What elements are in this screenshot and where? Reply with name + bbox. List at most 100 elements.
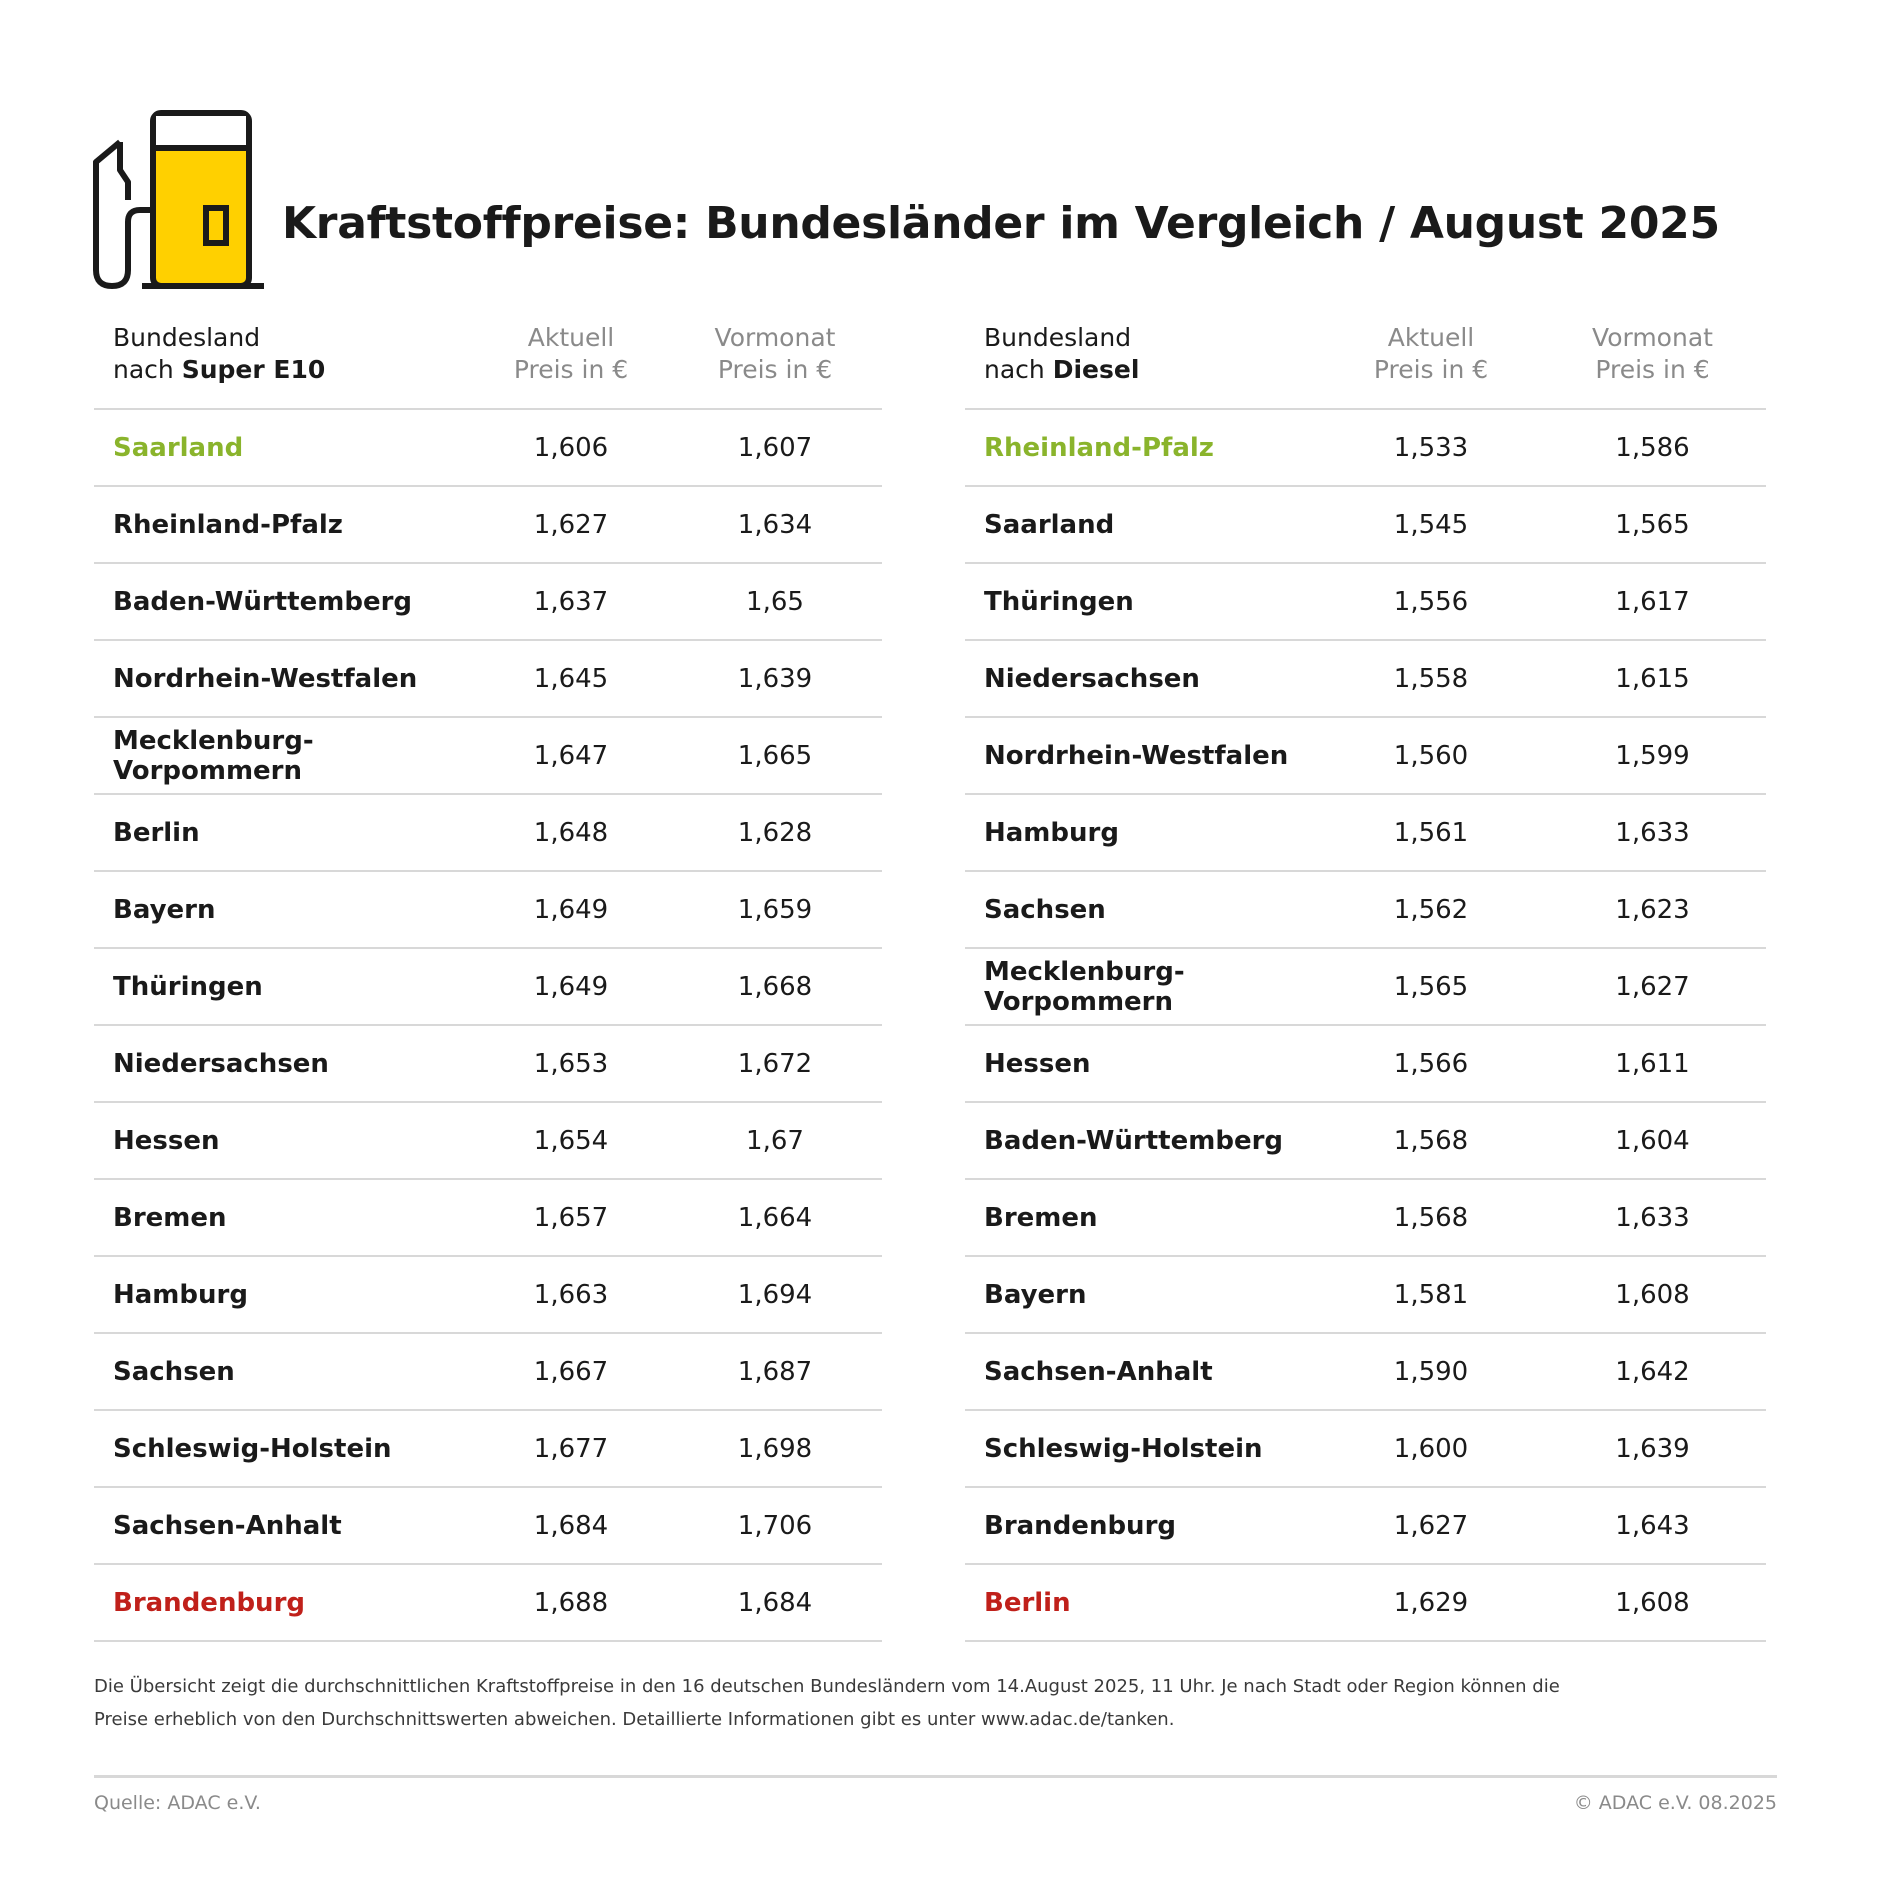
vormonat-price-cell: 1,633 xyxy=(1539,1179,1766,1257)
aktuell-price-cell: 1,648 xyxy=(474,794,668,872)
table-row: Brandenburg 1,688 1,684 xyxy=(94,1564,882,1642)
region-cell: Hamburg xyxy=(965,794,1323,872)
aktuell-price-cell: 1,654 xyxy=(474,1102,668,1180)
vormonat-price-cell: 1,65 xyxy=(668,563,882,641)
table-row: Schleswig-Holstein 1,600 1,639 xyxy=(965,1410,1766,1488)
table-row: Sachsen 1,562 1,623 xyxy=(965,871,1766,949)
region-cell: Saarland xyxy=(94,409,474,487)
vormonat-price-cell: 1,698 xyxy=(668,1410,882,1488)
aktuell-price-cell: 1,629 xyxy=(1323,1564,1539,1642)
aktuell-price-cell: 1,684 xyxy=(474,1487,668,1565)
region-cell: Schleswig-Holstein xyxy=(94,1410,474,1488)
region-cell: Rheinland-Pfalz xyxy=(965,409,1323,487)
aktuell-price-cell: 1,561 xyxy=(1323,794,1539,872)
region-cell: Mecklenburg-Vorpommern xyxy=(965,948,1323,1026)
table-row: Saarland 1,545 1,565 xyxy=(965,486,1766,564)
copyright-label: © ADAC e.V. 08.2025 xyxy=(1573,1792,1777,1814)
aktuell-price-cell: 1,667 xyxy=(474,1333,668,1411)
table-row: Niedersachsen 1,558 1,615 xyxy=(965,640,1766,718)
table-row: Bremen 1,657 1,664 xyxy=(94,1179,882,1257)
table-row: Nordrhein-Westfalen 1,645 1,639 xyxy=(94,640,882,718)
region-cell: Sachsen-Anhalt xyxy=(965,1333,1323,1411)
table-header-row: Bundesland nach Diesel Aktuell Preis in € … xyxy=(965,322,1766,410)
table-row: Brandenburg 1,627 1,643 xyxy=(965,1487,1766,1565)
region-column-header: Bundesland nach Super E10 xyxy=(94,322,474,410)
table-row: Sachsen-Anhalt 1,590 1,642 xyxy=(965,1333,1766,1411)
vormonat-price-cell: 1,623 xyxy=(1539,871,1766,949)
aktuell-price-cell: 1,606 xyxy=(474,409,668,487)
aktuell-price-cell: 1,600 xyxy=(1323,1410,1539,1488)
divider xyxy=(94,1775,1777,1778)
table-row: Baden-Württemberg 1,637 1,65 xyxy=(94,563,882,641)
aktuell-price-cell: 1,677 xyxy=(474,1410,668,1488)
region-cell: Bayern xyxy=(965,1256,1323,1334)
vormonat-price-cell: 1,672 xyxy=(668,1025,882,1103)
region-cell: Hamburg xyxy=(94,1256,474,1334)
vormonat-price-cell: 1,627 xyxy=(1539,948,1766,1026)
aktuell-price-cell: 1,637 xyxy=(474,563,668,641)
region-cell: Thüringen xyxy=(94,948,474,1026)
source-label: Quelle: ADAC e.V. xyxy=(94,1792,261,1814)
vormonat-column-header: Vormonat Preis in € xyxy=(668,322,882,410)
aktuell-price-cell: 1,562 xyxy=(1323,871,1539,949)
region-cell: Hessen xyxy=(94,1102,474,1180)
vormonat-price-cell: 1,607 xyxy=(668,409,882,487)
aktuell-price-cell: 1,558 xyxy=(1323,640,1539,718)
region-cell: Niedersachsen xyxy=(965,640,1323,718)
region-cell: Baden-Württemberg xyxy=(94,563,474,641)
aktuell-price-cell: 1,545 xyxy=(1323,486,1539,564)
aktuell-price-cell: 1,560 xyxy=(1323,717,1539,795)
region-cell: Saarland xyxy=(965,486,1323,564)
table-row: Schleswig-Holstein 1,677 1,698 xyxy=(94,1410,882,1488)
vormonat-price-cell: 1,639 xyxy=(668,640,882,718)
aktuell-column-header: Aktuell Preis in € xyxy=(1323,322,1539,410)
fuel-pump-icon xyxy=(93,110,264,289)
aktuell-price-cell: 1,647 xyxy=(474,717,668,795)
table-row: Berlin 1,648 1,628 xyxy=(94,794,882,872)
region-cell: Mecklenburg-Vorpommern xyxy=(94,717,474,795)
table-row: Hessen 1,566 1,611 xyxy=(965,1025,1766,1103)
vormonat-price-cell: 1,617 xyxy=(1539,563,1766,641)
vormonat-price-cell: 1,639 xyxy=(1539,1410,1766,1488)
vormonat-price-cell: 1,565 xyxy=(1539,486,1766,564)
table-row: Bayern 1,649 1,659 xyxy=(94,871,882,949)
aktuell-price-cell: 1,657 xyxy=(474,1179,668,1257)
region-cell: Berlin xyxy=(965,1564,1323,1642)
vormonat-price-cell: 1,659 xyxy=(668,871,882,949)
region-cell: Nordrhein-Westfalen xyxy=(94,640,474,718)
vormonat-price-cell: 1,608 xyxy=(1539,1256,1766,1334)
table-header-row: Bundesland nach Super E10 Aktuell Preis in… xyxy=(94,322,882,410)
vormonat-price-cell: 1,664 xyxy=(668,1179,882,1257)
footnote-line: Die Übersicht zeigt die durchschnittlich… xyxy=(94,1676,1560,1697)
aktuell-price-cell: 1,627 xyxy=(474,486,668,564)
table-row: Hamburg 1,663 1,694 xyxy=(94,1256,882,1334)
table-row: Thüringen 1,649 1,668 xyxy=(94,948,882,1026)
region-cell: Sachsen-Anhalt xyxy=(94,1487,474,1565)
vormonat-price-cell: 1,611 xyxy=(1539,1025,1766,1103)
vormonat-price-cell: 1,706 xyxy=(668,1487,882,1565)
table-row: Rheinland-Pfalz 1,627 1,634 xyxy=(94,486,882,564)
aktuell-price-cell: 1,581 xyxy=(1323,1256,1539,1334)
footnote: Die Übersicht zeigt die durchschnittlich… xyxy=(94,1670,1794,1736)
aktuell-price-cell: 1,649 xyxy=(474,871,668,949)
vormonat-price-cell: 1,586 xyxy=(1539,409,1766,487)
aktuell-price-cell: 1,663 xyxy=(474,1256,668,1334)
vormonat-price-cell: 1,67 xyxy=(668,1102,882,1180)
region-cell: Brandenburg xyxy=(94,1564,474,1642)
vormonat-price-cell: 1,668 xyxy=(668,948,882,1026)
region-cell: Brandenburg xyxy=(965,1487,1323,1565)
vormonat-price-cell: 1,642 xyxy=(1539,1333,1766,1411)
aktuell-price-cell: 1,568 xyxy=(1323,1102,1539,1180)
vormonat-price-cell: 1,599 xyxy=(1539,717,1766,795)
diesel-table: Bundesland nach Diesel Aktuell Preis in € … xyxy=(965,322,1766,1642)
vormonat-price-cell: 1,665 xyxy=(668,717,882,795)
aktuell-price-cell: 1,627 xyxy=(1323,1487,1539,1565)
vormonat-price-cell: 1,628 xyxy=(668,794,882,872)
page-title: Kraftstoffpreise: Bundesländer im Vergle… xyxy=(282,198,1720,249)
region-cell: Bayern xyxy=(94,871,474,949)
aktuell-price-cell: 1,590 xyxy=(1323,1333,1539,1411)
table-row: Nordrhein-Westfalen 1,560 1,599 xyxy=(965,717,1766,795)
region-cell: Bremen xyxy=(965,1179,1323,1257)
table-row: Niedersachsen 1,653 1,672 xyxy=(94,1025,882,1103)
table-row: Mecklenburg-Vorpommern 1,647 1,665 xyxy=(94,717,882,795)
